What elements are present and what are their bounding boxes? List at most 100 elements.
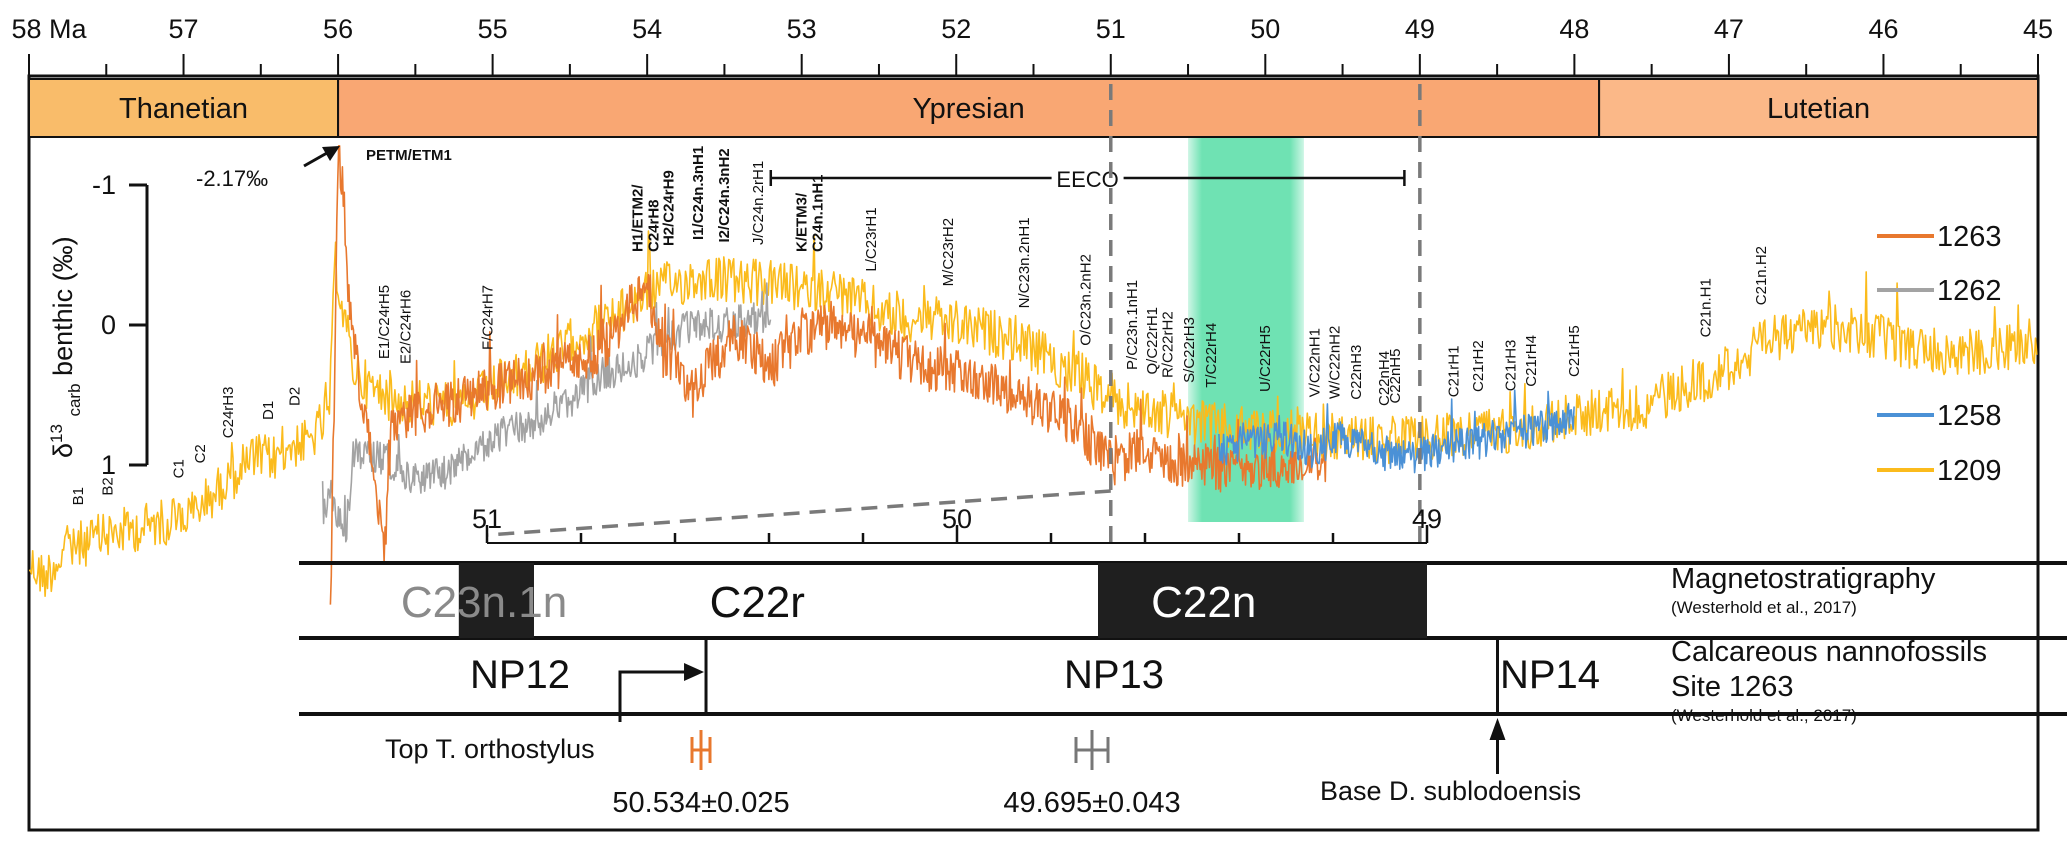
lower-axis-tick-label: 51 — [472, 504, 502, 534]
nanno-source: (Westerhold et al., 2017) — [1671, 706, 1857, 725]
event-label: M/C23rH2 — [940, 218, 957, 286]
magnetostratigraphy-track: C23n.1n C22r C22n Magnetostratigraphy (Weste… — [299, 561, 2067, 640]
top-axis-tick-label: 48 — [1559, 14, 1589, 44]
event-label: B1 — [70, 487, 87, 505]
event-label-line2: C24n.1nH1 — [809, 174, 826, 252]
event-label: C21rH1 — [1445, 346, 1462, 398]
event-label: N/C23n.2nH1 — [1016, 217, 1033, 308]
event-label: V/C22nH1 — [1306, 328, 1323, 397]
top-axis-tick-label: 52 — [941, 14, 971, 44]
stage-ypresian — [337, 78, 1601, 138]
y-axis-tick-label: 1 — [101, 450, 116, 480]
zone-label: NP13 — [1064, 653, 1164, 697]
lower-axis-tick-label: 50 — [942, 504, 972, 534]
normal-polarity-bar — [1098, 563, 1427, 638]
event-label: C22nH5 — [1387, 349, 1404, 404]
top-axis-tick-label: 57 — [169, 14, 199, 44]
event-label: C22nH4 — [1376, 351, 1393, 406]
y-axis-title-part: δ — [48, 443, 78, 458]
zone-label: NP14 — [1500, 653, 1600, 697]
y-axis-title-part: 13 — [47, 424, 66, 443]
event-label: C21rH3 — [1503, 340, 1520, 392]
top-axis-tick-label: 51 — [1096, 14, 1126, 44]
zone-label: NP12 — [470, 653, 570, 697]
event-label: T/C22rH4 — [1203, 323, 1220, 388]
event-label: H2/C24rH9 — [660, 170, 677, 246]
legend-label-1258: 1258 — [1937, 400, 2002, 432]
top-axis-tick-label: 46 — [1868, 14, 1898, 44]
petm-annotation: -2.17‰ PETM/ETM1 — [196, 146, 452, 191]
nanno-site: Site 1263 — [1671, 671, 1794, 703]
event-label: D1 — [260, 401, 277, 420]
legend-label-1263: 1263 — [1937, 221, 2002, 253]
base-datum-label: Base D. sublodoensis — [1320, 776, 1581, 806]
event-label: L/C23rH1 — [863, 207, 880, 271]
y-axis-title-part — [38, 417, 68, 425]
chron-label: C23n.1n — [401, 578, 567, 627]
top-axis-tick-label: 47 — [1714, 14, 1744, 44]
event-label: C24rH3 — [220, 387, 237, 439]
event-label: F/C24rH7 — [480, 285, 497, 350]
stage-label: Thanetian — [119, 93, 248, 125]
chron-label: C22n — [1151, 578, 1256, 627]
top-datum-age: 50.534±0.025 — [612, 787, 789, 819]
event-label: Q/C22rH1 — [1144, 307, 1161, 375]
event-label: C21rH4 — [1523, 335, 1540, 387]
event-label: C21n.H1 — [1697, 278, 1714, 337]
chron-label: C22r — [710, 578, 805, 627]
y-axis: -1 0 1 δ13 carb benthic (‰) — [38, 170, 149, 480]
event-label: O/C23n.2nH2 — [1078, 254, 1095, 346]
event-label: C2 — [192, 444, 209, 463]
stage-thanetian — [28, 78, 340, 138]
dashed-projection-line — [486, 489, 1111, 537]
series-1263-line — [329, 145, 1327, 605]
legend-label-1209: 1209 — [1937, 455, 2002, 487]
event-label: R/C22rH2 — [1160, 311, 1177, 378]
datum-markers: Top T. orthostylus Base D. sublodoensis 50… — [385, 663, 1581, 819]
event-label: D2 — [286, 387, 303, 406]
series-1258-line — [1218, 389, 1575, 474]
event-label: H1/ETM2/ — [630, 184, 647, 252]
top-axis-tick-label: 49 — [1405, 14, 1435, 44]
event-label: C21rH2 — [1470, 340, 1487, 392]
event-label: C1 — [171, 459, 188, 478]
top-age-axis: 58 Ma 57 56 55 54 53 52 51 50 49 48 47 46 45 — [11, 14, 2053, 77]
event-label: J/C24n.2rH1 — [750, 161, 767, 245]
y-axis-tick-label: 0 — [101, 310, 116, 340]
event-label: I2/C24n.3nH2 — [716, 148, 733, 242]
event-label: K/ETM3/ — [793, 192, 810, 252]
event-label: E1/C24rH5 — [376, 285, 393, 359]
y-axis-title-part: benthic (‰) — [48, 236, 78, 383]
eeco-label: EECO — [1056, 167, 1118, 192]
petm-arrow-head — [322, 146, 340, 161]
top-datum-arrowhead — [684, 663, 705, 681]
top-axis-tick-label: 53 — [787, 14, 817, 44]
event-label: W/C22nH2 — [1326, 326, 1343, 399]
normal-polarity-bar — [458, 563, 534, 638]
top-datum-label: Top T. orthostylus — [385, 734, 595, 764]
legend-label-1262: 1262 — [1937, 275, 2002, 307]
event-label: C21rH5 — [1566, 325, 1583, 377]
top-axis-tick-label: 54 — [632, 14, 662, 44]
y-axis-title-part: carb — [65, 383, 84, 416]
event-label-line2: C24rH8 — [646, 199, 663, 252]
top-axis-tick-label: 56 — [323, 14, 353, 44]
nannofossil-track: NP12 NP13 NP14 Calcareous nannofossilsSite … — [299, 636, 2067, 725]
series-1209-line — [29, 230, 2038, 598]
stage-label: Ypresian — [912, 93, 1024, 125]
magneto-title: Magnetostratigraphy — [1671, 563, 1936, 595]
legend: 1263 1262 1258 1209 — [1877, 221, 2002, 487]
age-errorbar — [690, 730, 712, 770]
event-label: I1/C24n.3nH1 — [690, 146, 707, 240]
magneto-source: (Westerhold et al., 2017) — [1671, 598, 1857, 617]
stage-lutetian — [1598, 78, 2039, 138]
eeco-marker: EECO — [769, 166, 1406, 192]
y-axis-title: δ13 carb benthic (‰) — [38, 236, 84, 458]
event-label: S/C22rH3 — [1181, 317, 1198, 383]
top-axis-tick-label: 58 Ma — [11, 14, 87, 44]
event-label: C21n.H2 — [1753, 246, 1770, 305]
event-label: E2/C24rH6 — [398, 290, 415, 364]
base-datum-arrowhead — [1489, 718, 1506, 740]
event-label: B2 — [99, 477, 116, 495]
